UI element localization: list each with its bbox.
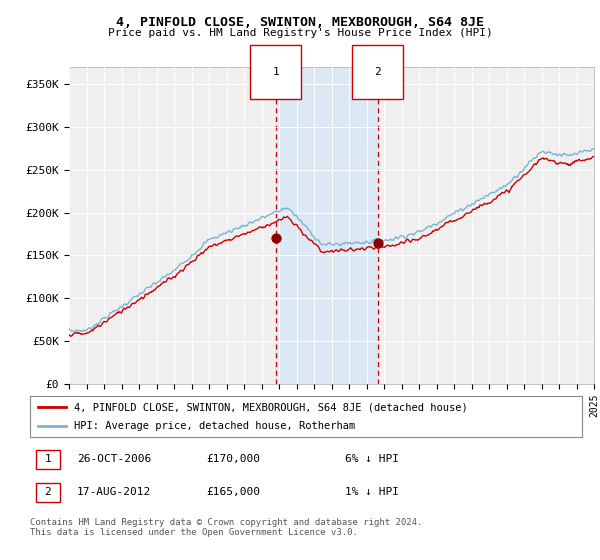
Bar — [35, 483, 61, 502]
Text: £165,000: £165,000 — [206, 487, 260, 497]
Text: 2: 2 — [44, 487, 52, 497]
Text: 1: 1 — [44, 454, 52, 464]
Text: 17-AUG-2012: 17-AUG-2012 — [77, 487, 151, 497]
Text: 6% ↓ HPI: 6% ↓ HPI — [344, 454, 398, 464]
Text: 1% ↓ HPI: 1% ↓ HPI — [344, 487, 398, 497]
Text: 2: 2 — [374, 67, 381, 77]
Point — [271, 234, 281, 242]
Text: £170,000: £170,000 — [206, 454, 260, 464]
Text: Contains HM Land Registry data © Crown copyright and database right 2024.
This d: Contains HM Land Registry data © Crown c… — [30, 518, 422, 538]
Bar — [276, 67, 377, 384]
Text: 26-OCT-2006: 26-OCT-2006 — [77, 454, 151, 464]
Text: 4, PINFOLD CLOSE, SWINTON, MEXBOROUGH, S64 8JE: 4, PINFOLD CLOSE, SWINTON, MEXBOROUGH, S… — [116, 16, 484, 29]
Text: 4, PINFOLD CLOSE, SWINTON, MEXBOROUGH, S64 8JE (detached house): 4, PINFOLD CLOSE, SWINTON, MEXBOROUGH, S… — [74, 403, 468, 412]
Text: 1: 1 — [272, 67, 279, 77]
Text: Price paid vs. HM Land Registry's House Price Index (HPI): Price paid vs. HM Land Registry's House … — [107, 28, 493, 38]
Bar — [35, 450, 61, 469]
Point — [373, 238, 382, 247]
Text: HPI: Average price, detached house, Rotherham: HPI: Average price, detached house, Roth… — [74, 421, 355, 431]
